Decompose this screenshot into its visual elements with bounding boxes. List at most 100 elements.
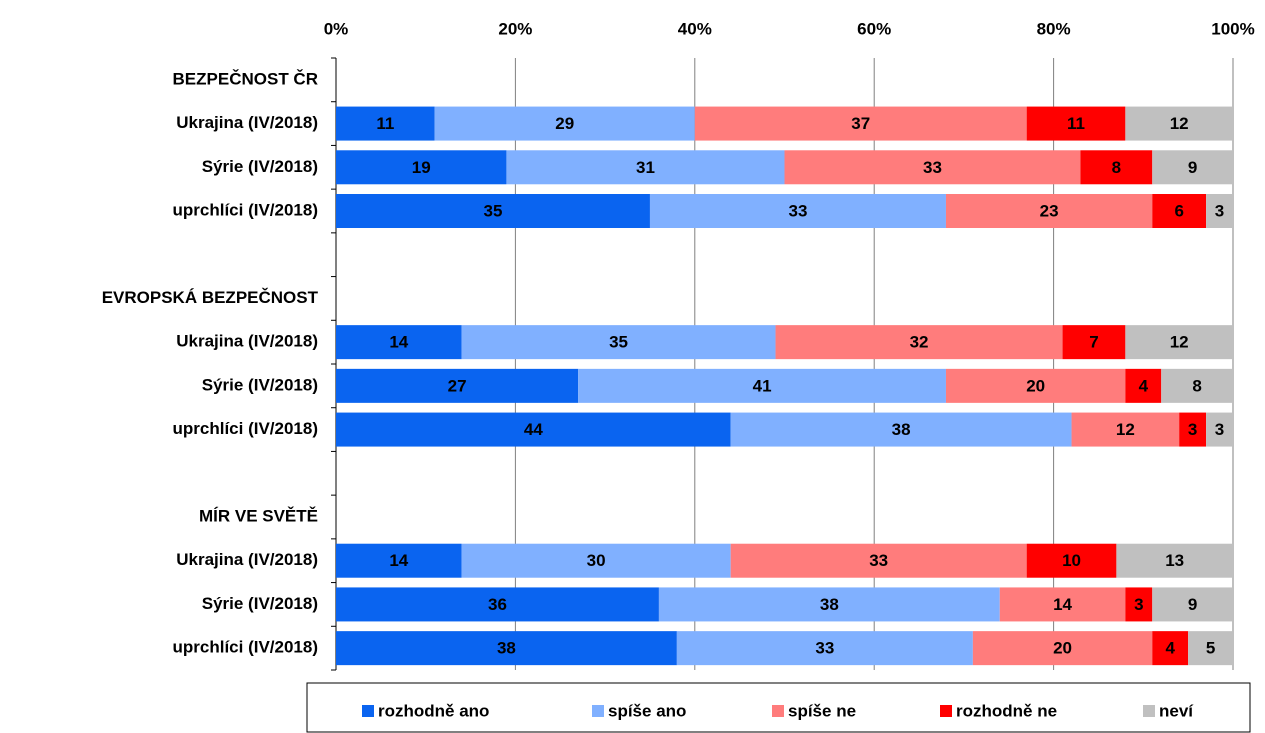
bar-segment	[336, 631, 677, 666]
bar-segment	[1125, 106, 1233, 141]
data-label: 4	[1165, 639, 1175, 658]
bar-segment	[730, 412, 1072, 447]
bar-segment	[694, 106, 1027, 141]
bar-segment	[945, 368, 1126, 403]
data-label: 36	[488, 595, 507, 614]
legend-box	[306, 682, 1251, 733]
data-label: 10	[1062, 551, 1081, 570]
bar-segment	[461, 325, 776, 360]
bar-segment	[1062, 325, 1126, 360]
bar-segment	[336, 325, 462, 360]
category-label: BEZPEČNOST ČR	[173, 69, 318, 88]
category-label: Sýrie (IV/2018)	[202, 594, 318, 613]
bar-segment	[1152, 194, 1207, 228]
data-label: 31	[636, 158, 655, 177]
bar-segment	[434, 106, 695, 141]
data-label: 38	[820, 595, 839, 614]
bar-segment	[999, 587, 1126, 622]
category-label: Sýrie (IV/2018)	[202, 375, 318, 394]
data-label: 11	[1067, 114, 1085, 133]
bar-segment	[945, 194, 1153, 228]
bar-segment	[336, 194, 650, 228]
legend-swatch	[772, 705, 784, 717]
x-tick-label: 80%	[1037, 19, 1071, 38]
bar-segment	[336, 412, 731, 447]
data-label: 12	[1170, 114, 1189, 133]
data-label: 12	[1170, 333, 1189, 352]
bar-segment	[649, 194, 946, 228]
data-label: 9	[1188, 158, 1197, 177]
legend-swatch	[362, 705, 374, 717]
data-label: 38	[497, 639, 516, 658]
bar-segment	[1161, 368, 1233, 403]
data-label: 38	[892, 420, 911, 439]
bar-segment	[1125, 587, 1153, 622]
data-label: 3	[1188, 420, 1197, 439]
data-label: 8	[1192, 376, 1201, 395]
x-tick-label: 20%	[498, 19, 532, 38]
bar-segment	[1026, 106, 1126, 141]
bar-segment	[336, 543, 462, 578]
category-label: uprchlíci (IV/2018)	[173, 200, 319, 219]
data-label: 14	[389, 551, 408, 570]
data-label: 7	[1089, 333, 1098, 352]
bar-segment	[1116, 543, 1233, 578]
data-label: 3	[1215, 420, 1224, 439]
category-label: uprchlíci (IV/2018)	[173, 419, 319, 438]
bar-segment	[1152, 631, 1189, 666]
x-tick-label: 40%	[678, 19, 712, 38]
data-label: 23	[1040, 201, 1059, 220]
data-label: 27	[448, 376, 467, 395]
bar-segment	[784, 150, 1081, 185]
category-label: Ukrajina (IV/2018)	[176, 550, 318, 569]
bar-segment	[1125, 325, 1233, 360]
bar-segment	[1071, 412, 1180, 447]
data-label: 6	[1174, 201, 1183, 220]
bar-segment	[506, 150, 785, 185]
bar-segment	[336, 587, 659, 622]
legend-label: rozhodně ne	[956, 701, 1057, 720]
category-label: Ukrajina (IV/2018)	[176, 113, 318, 132]
data-label: 11	[376, 114, 394, 133]
data-label: 13	[1165, 551, 1184, 570]
x-tick-label: 60%	[857, 19, 891, 38]
legend-label: spíše ano	[608, 701, 686, 720]
bar-segment	[1188, 631, 1233, 666]
data-label: 35	[609, 333, 628, 352]
data-label: 44	[524, 420, 543, 439]
data-label: 30	[587, 551, 606, 570]
bar-segment	[336, 106, 435, 141]
bar-segment	[336, 150, 507, 185]
data-label: 41	[753, 376, 772, 395]
legend-swatch	[1143, 705, 1155, 717]
data-label: 14	[389, 333, 408, 352]
category-label: MÍR VE SVĚTĚ	[199, 506, 318, 525]
x-tick-label: 0%	[324, 19, 349, 38]
bar-segment	[578, 368, 946, 403]
bar-segment	[775, 325, 1063, 360]
data-label: 5	[1206, 639, 1215, 658]
bar-segment	[1125, 368, 1162, 403]
data-label: 9	[1188, 595, 1197, 614]
bar-segment	[1179, 412, 1207, 447]
data-label: 29	[555, 114, 574, 133]
bar-segment	[972, 631, 1153, 666]
category-label: Sýrie (IV/2018)	[202, 157, 318, 176]
data-label: 8	[1112, 158, 1121, 177]
data-label: 4	[1139, 376, 1149, 395]
category-label: uprchlíci (IV/2018)	[173, 638, 319, 657]
data-label: 33	[869, 551, 888, 570]
data-label: 33	[815, 639, 834, 658]
bar-segment	[336, 368, 579, 403]
data-label: 12	[1116, 420, 1135, 439]
legend-swatch	[592, 705, 604, 717]
data-label: 3	[1134, 595, 1143, 614]
bar-segment	[1152, 587, 1233, 622]
category-label: Ukrajina (IV/2018)	[176, 332, 318, 351]
bar-segment	[676, 631, 973, 666]
legend-label: spíše ne	[788, 701, 856, 720]
legend-label: neví	[1159, 701, 1194, 720]
category-label: EVROPSKÁ BEZPEČNOST	[102, 288, 319, 307]
bar-segment	[461, 543, 731, 578]
